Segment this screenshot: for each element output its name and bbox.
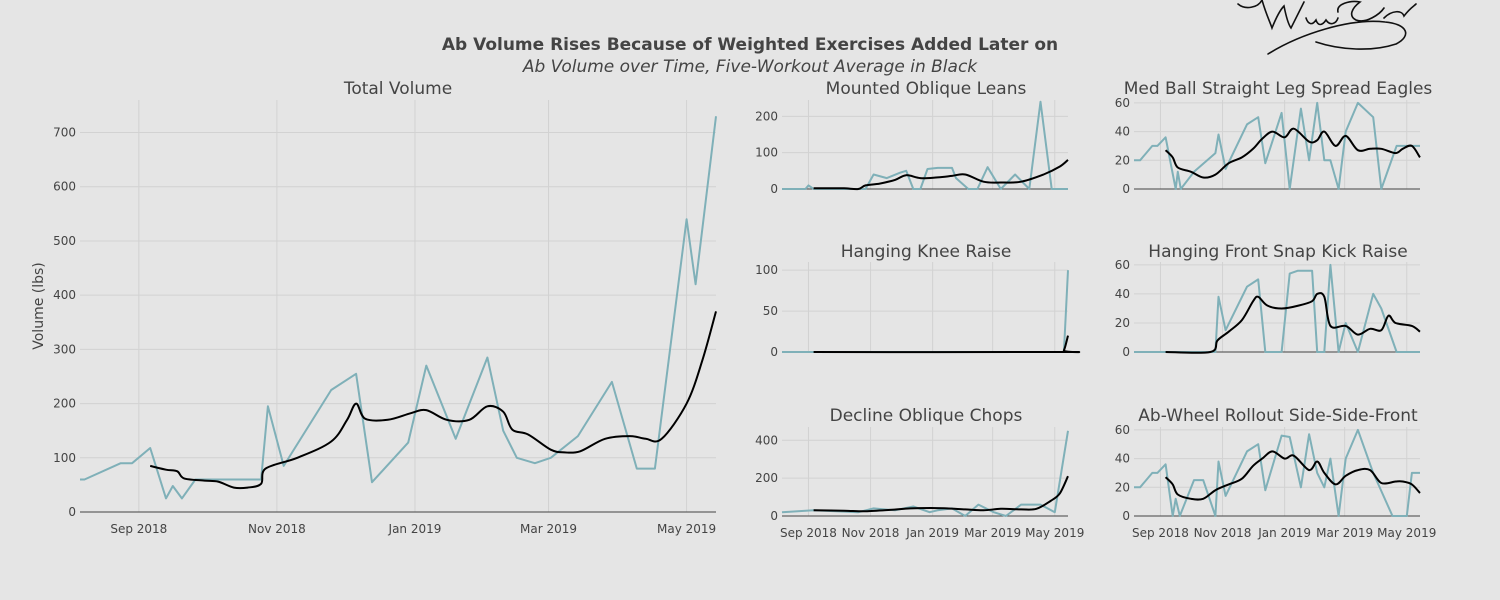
panel-decline-oblique-chops: 0 200 400 Sep 2018 Nov 2018 Jan 2019 Mar 2019 M… <box>755 406 1084 540</box>
y-tick-label: 0 <box>770 345 778 359</box>
average-line <box>813 159 1069 191</box>
y-tick-label: 500 <box>53 234 76 248</box>
subplot-title: Decline Oblique Chops <box>830 406 1023 426</box>
subplot-title: Total Volume <box>343 79 452 99</box>
signature-icon <box>1237 0 1417 55</box>
volume-line <box>1134 263 1420 353</box>
x-tick-label: Mar 2019 <box>1316 526 1373 540</box>
y-tick-label: 700 <box>53 126 76 140</box>
y-tick-label: 200 <box>755 109 778 123</box>
volume-line <box>1134 101 1420 190</box>
volume-line <box>1134 428 1420 517</box>
y-tick-label: 100 <box>755 263 778 277</box>
y-tick-label: 600 <box>53 180 76 194</box>
average-line <box>813 475 1069 513</box>
x-tick-label: May 2019 <box>657 522 716 536</box>
y-tick-label: 400 <box>53 288 76 302</box>
volume-line <box>782 100 1068 190</box>
x-tick-label: Sep 2018 <box>110 522 167 536</box>
x-tick-label: Nov 2018 <box>248 522 306 536</box>
x-tick-label: May 2019 <box>1377 526 1436 540</box>
x-tick-label: Jan 2019 <box>905 526 959 540</box>
y-tick-label: 200 <box>755 471 778 485</box>
y-tick-label: 0 <box>1122 345 1130 359</box>
subplot-title: Hanging Knee Raise <box>841 242 1012 262</box>
y-tick-label: 0 <box>1122 182 1130 196</box>
x-tick-label: Mar 2019 <box>520 522 577 536</box>
panel-hanging-front-snap-kick-raise: 0 20 40 60 Hanging Front Snap Kick Raise <box>1115 242 1421 359</box>
y-tick-label: 0 <box>1122 509 1130 523</box>
y-tick-label: 100 <box>53 451 76 465</box>
y-tick-label: 200 <box>53 397 76 411</box>
average-line <box>1164 450 1421 501</box>
subplot-title: Med Ball Straight Leg Spread Eagles <box>1124 79 1433 99</box>
x-tick-label: Jan 2019 <box>1257 526 1311 540</box>
panel-ab-wheel-rollout: 0 20 40 60 Sep 2018 Nov 2018 Jan 2019 Mar 2019 M… <box>1115 406 1437 540</box>
x-tick-label: Mar 2019 <box>964 526 1021 540</box>
y-tick-label: 20 <box>1115 480 1130 494</box>
subplot-title: Mounted Oblique Leans <box>826 79 1027 99</box>
x-tick-label: Sep 2018 <box>1132 526 1189 540</box>
subplot-title: Hanging Front Snap Kick Raise <box>1148 242 1407 262</box>
y-tick-label: 300 <box>53 342 76 356</box>
volume-line <box>80 116 717 500</box>
y-tick-label: 0 <box>770 509 778 523</box>
y-tick-label: 20 <box>1115 316 1130 330</box>
average-line <box>813 335 1080 354</box>
y-tick-label: 50 <box>763 304 778 318</box>
y-tick-label: 400 <box>755 433 778 447</box>
subplot-title: Ab-Wheel Rollout Side-Side-Front <box>1138 406 1418 426</box>
x-tick-label: Jan 2019 <box>388 522 442 536</box>
panel-total-volume: 0 100 200 300 400 500 600 700 Sep 2018 Nov 2018 Ja… <box>31 79 717 536</box>
average-line <box>149 311 717 490</box>
y-tick-label: 40 <box>1115 287 1130 301</box>
x-tick-label: Nov 2018 <box>842 526 900 540</box>
y-tick-label: 60 <box>1115 423 1130 437</box>
y-axis-label: Volume (lbs) <box>31 262 47 350</box>
volume-line <box>781 430 1069 517</box>
x-tick-label: Nov 2018 <box>1194 526 1252 540</box>
y-tick-label: 40 <box>1115 125 1130 139</box>
average-line <box>1164 127 1421 179</box>
main-subtitle: Ab Volume over Time, Five-Workout Averag… <box>522 57 978 77</box>
y-tick-label: 0 <box>68 505 76 519</box>
panel-hanging-knee-raise: 0 50 100 Hanging Knee Raise <box>755 242 1080 359</box>
main-title: Ab Volume Rises Because of Weighted Exer… <box>442 35 1058 55</box>
y-tick-label: 20 <box>1115 153 1130 167</box>
average-line <box>1165 292 1421 354</box>
y-tick-label: 100 <box>755 146 778 160</box>
y-tick-label: 40 <box>1115 452 1130 466</box>
y-tick-label: 0 <box>770 182 778 196</box>
y-tick-label: 60 <box>1115 96 1130 110</box>
y-tick-label: 60 <box>1115 258 1130 272</box>
panel-mounted-oblique-leans: 0 100 200 Mounted Oblique Leans <box>755 79 1069 196</box>
x-tick-label: Sep 2018 <box>780 526 837 540</box>
x-tick-label: May 2019 <box>1025 526 1084 540</box>
